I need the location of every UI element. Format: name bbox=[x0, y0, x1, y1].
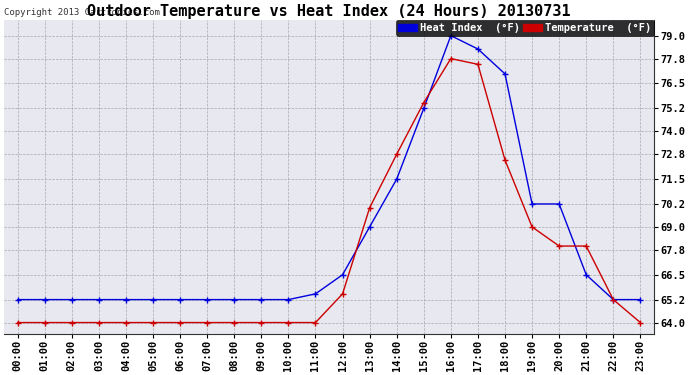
Text: Copyright 2013 Cartronics.com: Copyright 2013 Cartronics.com bbox=[4, 8, 160, 17]
Legend: Heat Index  (°F), Temperature  (°F): Heat Index (°F), Temperature (°F) bbox=[395, 20, 654, 36]
Title: Outdoor Temperature vs Heat Index (24 Hours) 20130731: Outdoor Temperature vs Heat Index (24 Ho… bbox=[87, 4, 571, 19]
